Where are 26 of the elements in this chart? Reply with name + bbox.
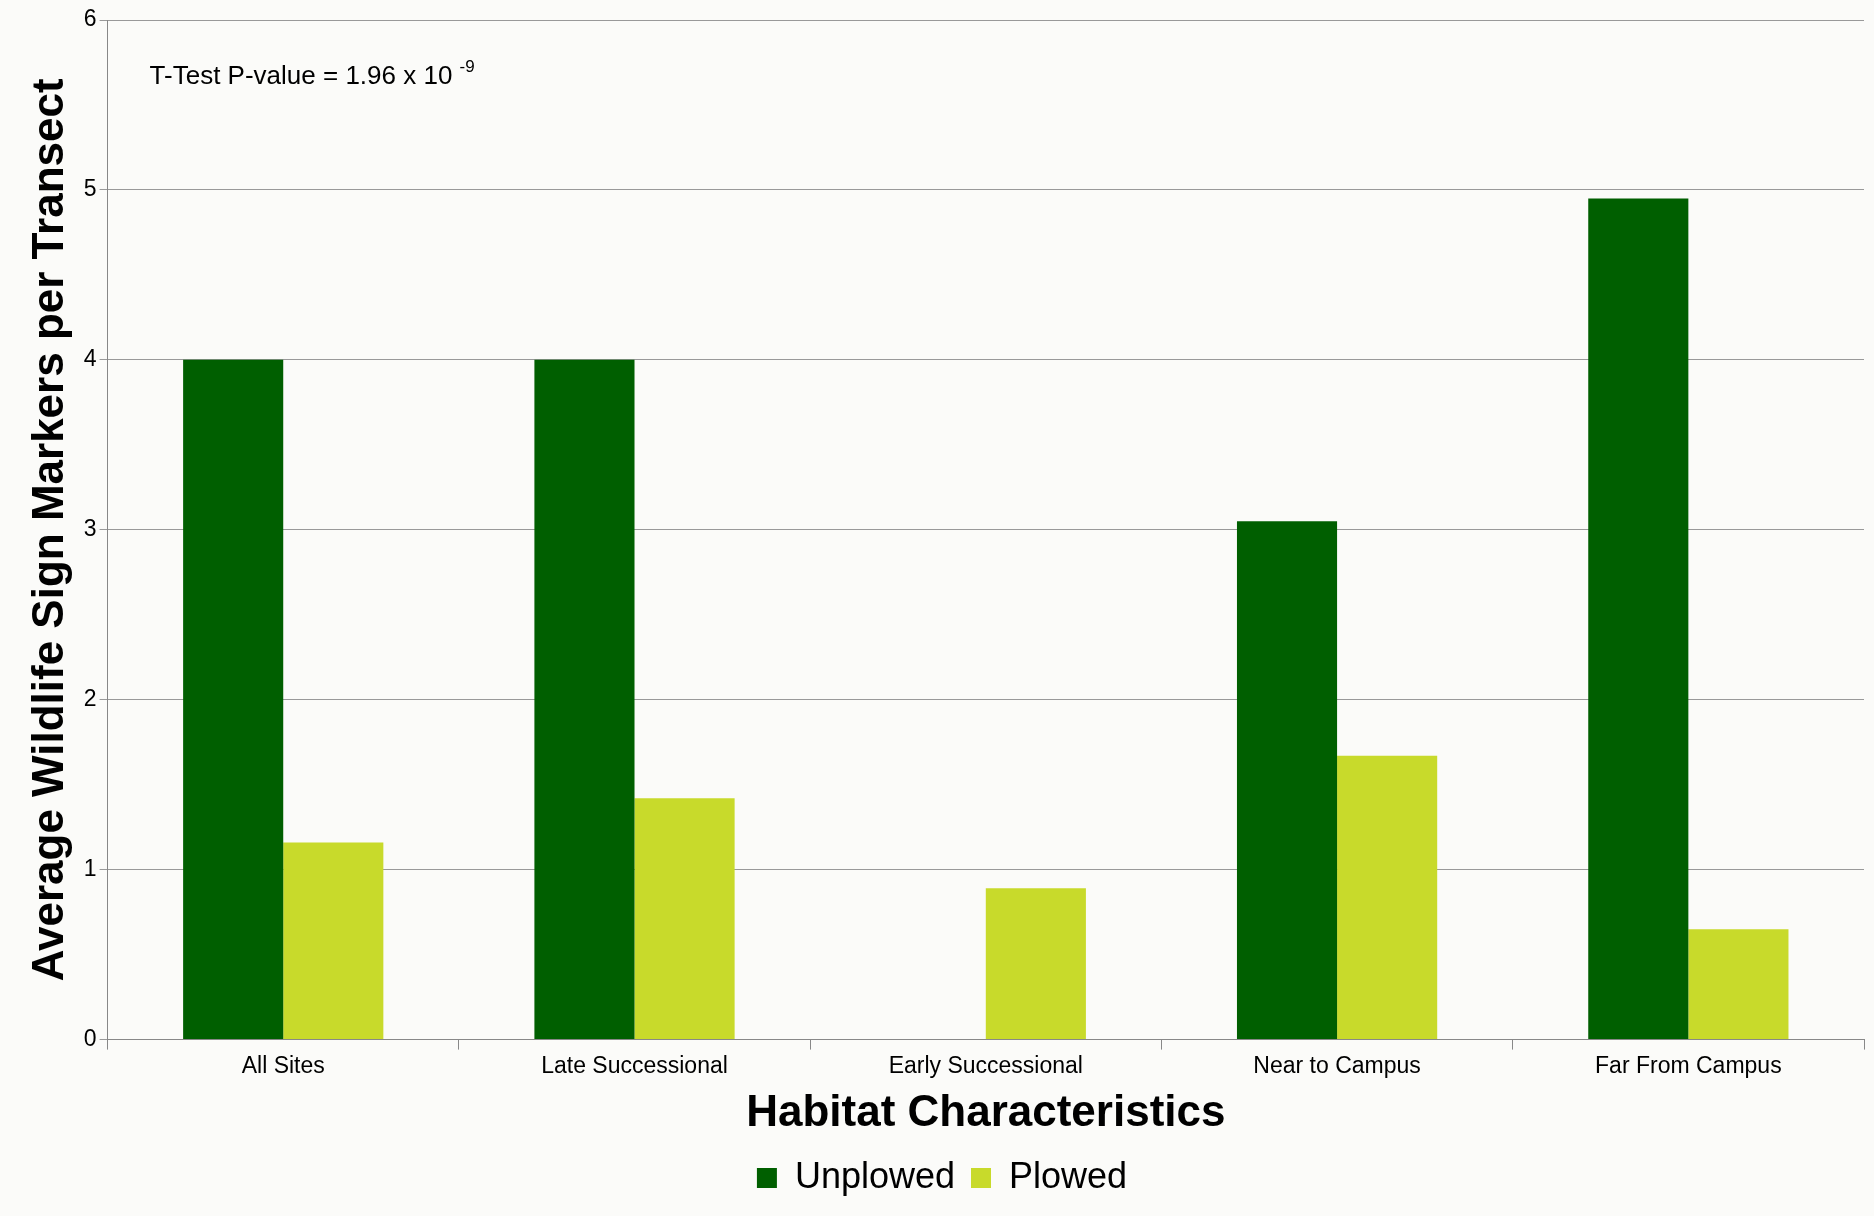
y-tick-label: 6 (83, 5, 97, 32)
y-tick-label: 2 (83, 685, 97, 712)
legend-label: Plowed (1009, 1154, 1128, 1196)
y-tick-label: 0 (83, 1024, 97, 1051)
bar (283, 842, 384, 1040)
bar (1688, 929, 1789, 1040)
x-axis-title: Habitat Characteristics (746, 1085, 1226, 1135)
bar (183, 359, 284, 1040)
bar (1337, 755, 1438, 1040)
bar (1236, 521, 1338, 1040)
y-axis-title: Average Wildlife Sign Markers per Transect (22, 78, 72, 982)
x-tick-label: Far From Campus (1595, 1051, 1782, 1078)
y-tick-label: 4 (83, 345, 97, 372)
bar (1588, 198, 1689, 1040)
x-tick-label: Near to Campus (1253, 1051, 1421, 1078)
x-tick-label: Early Successional (888, 1051, 1083, 1078)
bar (534, 359, 635, 1040)
legend-label: Unplowed (794, 1154, 956, 1196)
x-tick-label: All Sites (241, 1051, 325, 1078)
y-tick-label: 1 (83, 855, 97, 882)
y-tick-label: 3 (83, 515, 97, 542)
y-tick-label: 5 (83, 175, 97, 202)
annotation: T-Test P-value = 1.96 x 10 -9 (149, 57, 475, 90)
bar (985, 888, 1086, 1040)
x-tick-label: Late Successional (541, 1051, 728, 1078)
bar (634, 798, 735, 1040)
